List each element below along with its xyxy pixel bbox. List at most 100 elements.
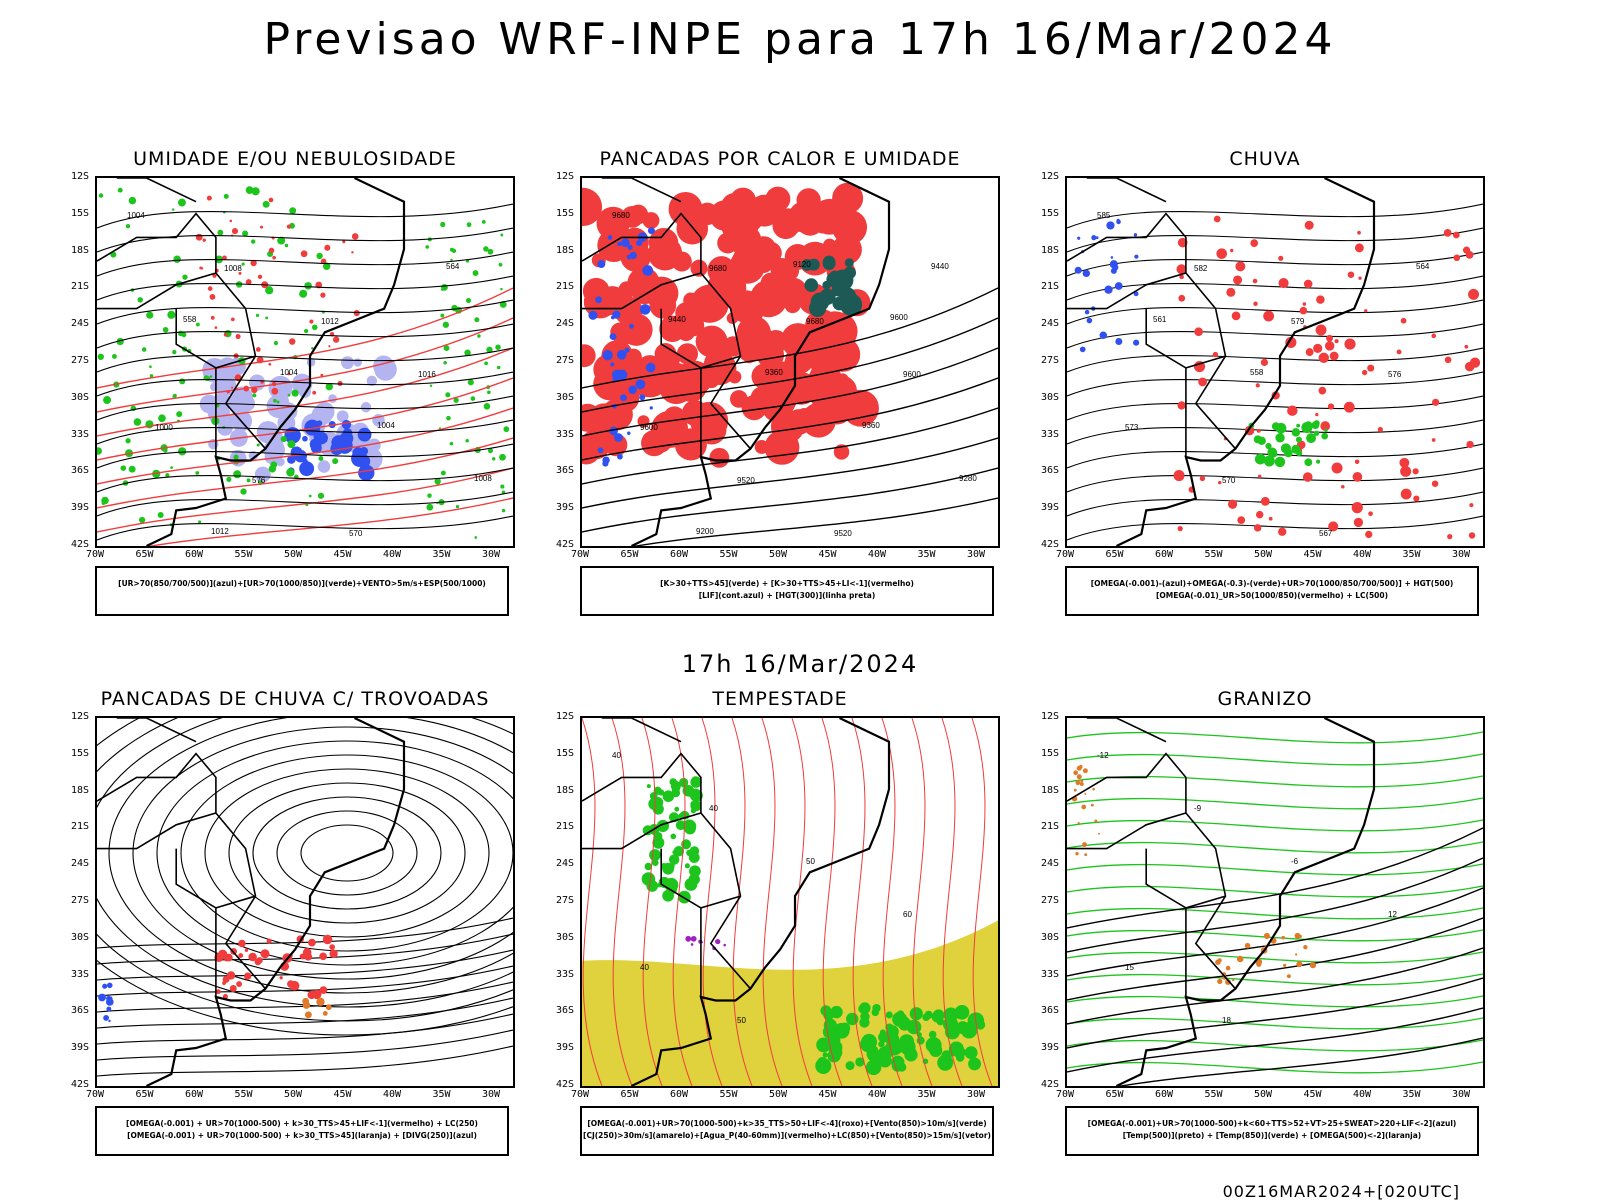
map-canvas: 40 40 50 60 40 50 bbox=[582, 718, 998, 1086]
humidity-coast-area-dot bbox=[483, 246, 489, 252]
convective-area-dot bbox=[690, 259, 708, 277]
lon-tick-label: 50W bbox=[283, 549, 303, 560]
lon-tick-label: 50W bbox=[768, 1089, 788, 1100]
humidity-low-area-dot bbox=[138, 516, 146, 524]
severe-storm-area-dot bbox=[690, 943, 694, 946]
lon-axis: 70W 65W 60W 55W 50W 45W 40W 35W 30W bbox=[86, 1089, 515, 1103]
contour-line bbox=[1067, 973, 1483, 986]
lifted-index-contours-dot bbox=[617, 453, 623, 460]
border-line bbox=[1086, 178, 1167, 203]
lon-tick-label: 35W bbox=[917, 1089, 936, 1100]
lon-tick-label: 40W bbox=[1352, 1089, 1372, 1100]
convective-area-dot bbox=[832, 182, 864, 214]
humidity-coast-area-dot bbox=[426, 503, 434, 511]
rain-area-dot bbox=[1469, 357, 1481, 368]
panel-title: UMIDADE E/OU NEBULOSIDADE bbox=[133, 148, 457, 170]
humidity-low-area-dot bbox=[262, 200, 270, 208]
wind850-south-area-dot bbox=[833, 1022, 850, 1039]
convective-area-dot bbox=[764, 430, 800, 465]
contour-line bbox=[761, 718, 783, 1086]
thunder-rain-area-dot bbox=[238, 953, 244, 958]
wind850-area-dot bbox=[690, 801, 696, 807]
rain-area-dot bbox=[1255, 510, 1264, 519]
omega-weak-area-dot bbox=[1110, 256, 1114, 259]
humidity-coast-area-dot bbox=[501, 508, 506, 513]
convective-area-dot bbox=[675, 302, 698, 325]
contour-line bbox=[1067, 1039, 1483, 1052]
legend-caption-line: [K>30+TTS>45](verde) + [K>30+TTS>45+LI<-… bbox=[660, 579, 914, 588]
streamline bbox=[97, 323, 513, 349]
humidity-coast-area-dot bbox=[495, 344, 501, 350]
omega-strong-area-dot bbox=[1321, 432, 1329, 440]
convective-area-dot bbox=[600, 423, 613, 437]
wind850-area-dot bbox=[693, 788, 699, 795]
rain-area-dot bbox=[1305, 348, 1314, 357]
thickness-dots-dot bbox=[287, 372, 291, 376]
map-frame bbox=[95, 716, 515, 1088]
humidity-core-area-dot bbox=[341, 419, 352, 430]
severe-storm-area-dot bbox=[685, 935, 692, 942]
convective-area bbox=[582, 182, 879, 468]
lat-tick-label: 18S bbox=[555, 784, 574, 796]
lat-tick-label: 39S bbox=[1040, 502, 1059, 514]
rain-area-dot bbox=[1368, 511, 1373, 517]
contour-label: 40 bbox=[612, 751, 621, 760]
lat-tick-label: 27S bbox=[1040, 895, 1059, 906]
humidity-coast-area-dot bbox=[487, 248, 494, 255]
omega-weak-area-dot bbox=[1099, 331, 1107, 339]
contour-label: 50 bbox=[806, 857, 815, 866]
streamline bbox=[1067, 227, 1483, 253]
humidity-low-area-dot bbox=[103, 396, 112, 405]
omega-strong-area-dot bbox=[1313, 420, 1320, 427]
thickness-dots-dot bbox=[342, 240, 346, 244]
humidity-low-area-dot bbox=[171, 208, 175, 211]
lifted-index-contours-dot bbox=[619, 350, 626, 357]
lat-tick-label: 12S bbox=[1040, 711, 1059, 722]
lifted-index-contours-dot bbox=[609, 426, 618, 436]
lon-tick-label: 60W bbox=[184, 549, 204, 560]
humidity-coast-area-dot bbox=[440, 313, 445, 318]
lon-tick-label: 65W bbox=[1105, 1089, 1124, 1100]
lat-tick-label: 33S bbox=[1040, 968, 1059, 980]
lon-axis: 70W 65W 60W 55W 50W 45W 40W 35W 30W bbox=[571, 549, 1000, 563]
humidity-low-area-dot bbox=[325, 382, 334, 391]
humidity-low-area-dot bbox=[317, 492, 325, 499]
contour-label: 564 bbox=[1416, 262, 1430, 271]
streamline bbox=[97, 1013, 513, 1045]
rain-area-dot bbox=[1263, 310, 1275, 322]
rain-area-dot bbox=[1226, 287, 1236, 297]
contour-labels: 9680 9680 9680 9600 9600 9520 9520 9440 9440 9360… bbox=[612, 211, 977, 538]
contour-label: 558 bbox=[1250, 368, 1264, 377]
contour-label: 9600 bbox=[903, 370, 921, 379]
thickness-dots-dot bbox=[195, 233, 203, 241]
thickness-dots-dot bbox=[222, 255, 227, 261]
omega-weak-area-dot bbox=[1133, 339, 1140, 346]
rain-area-dot bbox=[1176, 264, 1187, 275]
humidity-low-area-dot bbox=[316, 252, 323, 260]
contour-label: 573 bbox=[1125, 423, 1139, 432]
wind850-area-dot bbox=[668, 854, 680, 865]
rain-area-dot bbox=[1278, 527, 1287, 536]
lat-tick-label: 18S bbox=[70, 784, 89, 796]
contour-label: 12 bbox=[1388, 910, 1397, 919]
thunder-rain-area-dot bbox=[244, 972, 252, 980]
humidity-low-area-dot bbox=[149, 374, 154, 378]
omega500-west-area-dot bbox=[1082, 768, 1088, 774]
thickness-dots-dot bbox=[268, 247, 275, 254]
lat-tick-label: 39S bbox=[70, 502, 89, 514]
humidity-coast-area-dot bbox=[487, 390, 491, 395]
wind850-south-area-dot bbox=[885, 1039, 902, 1056]
omega500-west-area-dot bbox=[1080, 779, 1084, 783]
humidity-low-area-dot bbox=[198, 520, 202, 524]
humidity-low-area-dot bbox=[332, 458, 339, 465]
hgt300-contours bbox=[582, 287, 998, 546]
humidity-coast-area-dot bbox=[434, 478, 441, 485]
lat-tick-label: 12S bbox=[555, 171, 574, 182]
thickness-dots-dot bbox=[234, 374, 242, 382]
border-line bbox=[97, 752, 267, 990]
rain-area-dot bbox=[1199, 475, 1206, 482]
lat-tick-label: 27S bbox=[70, 895, 89, 906]
rain-area-dot bbox=[1341, 484, 1345, 489]
humidity-low-area-dot bbox=[233, 454, 239, 460]
rain-area-dot bbox=[1468, 288, 1480, 300]
